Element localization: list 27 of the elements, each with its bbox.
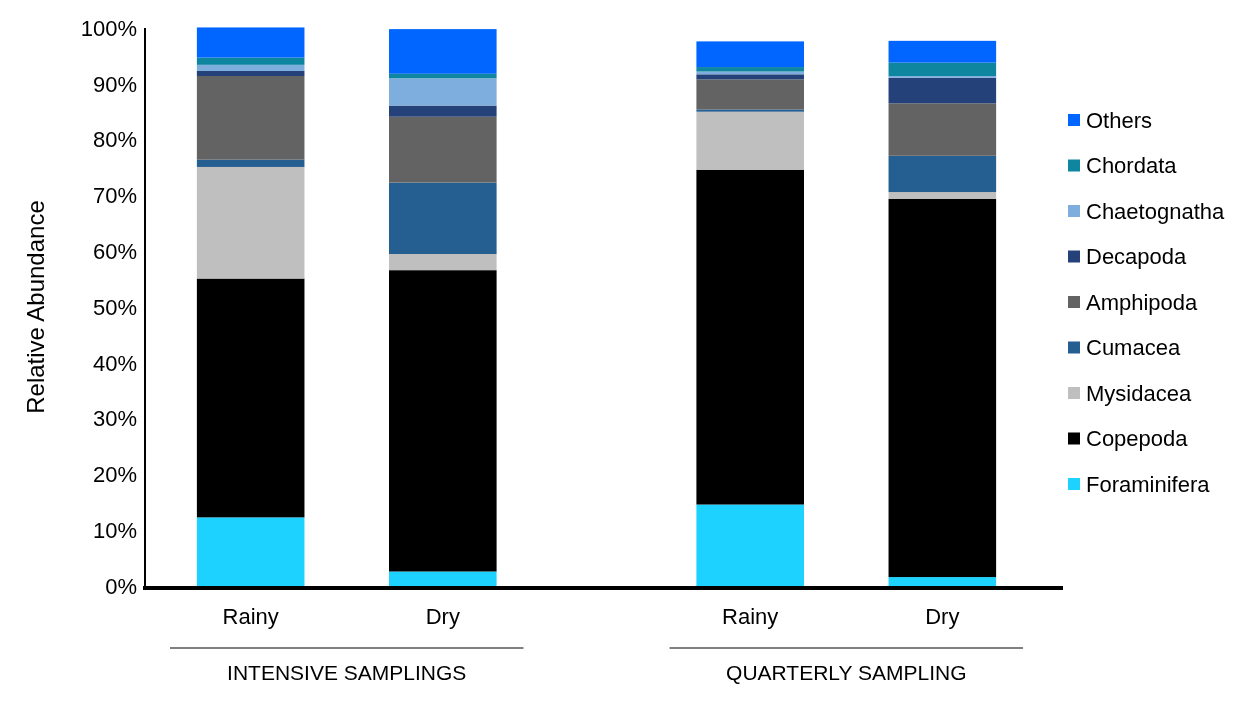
y-tick-label: 30% [92,406,137,432]
legend-label: Others [1086,107,1153,133]
legend-label: Mysidacea [1086,380,1192,406]
x-tick-label: Rainy [222,604,279,629]
y-tick-label: 0% [105,573,137,599]
y-tick-label: 70% [92,183,137,209]
y-tick-label: 90% [92,71,137,97]
y-tick-label: 60% [92,238,137,264]
y-tick-label: 50% [92,294,137,320]
legend-label: Foraminifera [1086,471,1211,497]
y-tick-label: 100% [80,15,137,41]
y-tick-label: 20% [92,462,137,488]
legend-label: Copepoda [1086,426,1189,452]
legend-label: Decapoda [1086,244,1188,270]
y-axis-title: Relative Abundance [22,200,49,414]
x-tick-label: Dry [425,604,460,629]
text: QUARTERLY SAMPLING [726,661,967,684]
x-tick-label: Rainy [722,604,779,629]
y-tick-label: 10% [92,517,137,543]
legend-label: Chaetognatha [1086,198,1225,224]
y-tick-label: 80% [92,127,137,153]
x-tick-label: Dry [925,604,960,629]
legend-label: Chordata [1086,153,1178,179]
legend-label: Amphipoda [1086,289,1199,315]
y-tick-label: 40% [92,350,137,376]
legend-label: Cumacea [1086,335,1181,361]
text: INTENSIVE SAMPLINGS [227,661,467,684]
